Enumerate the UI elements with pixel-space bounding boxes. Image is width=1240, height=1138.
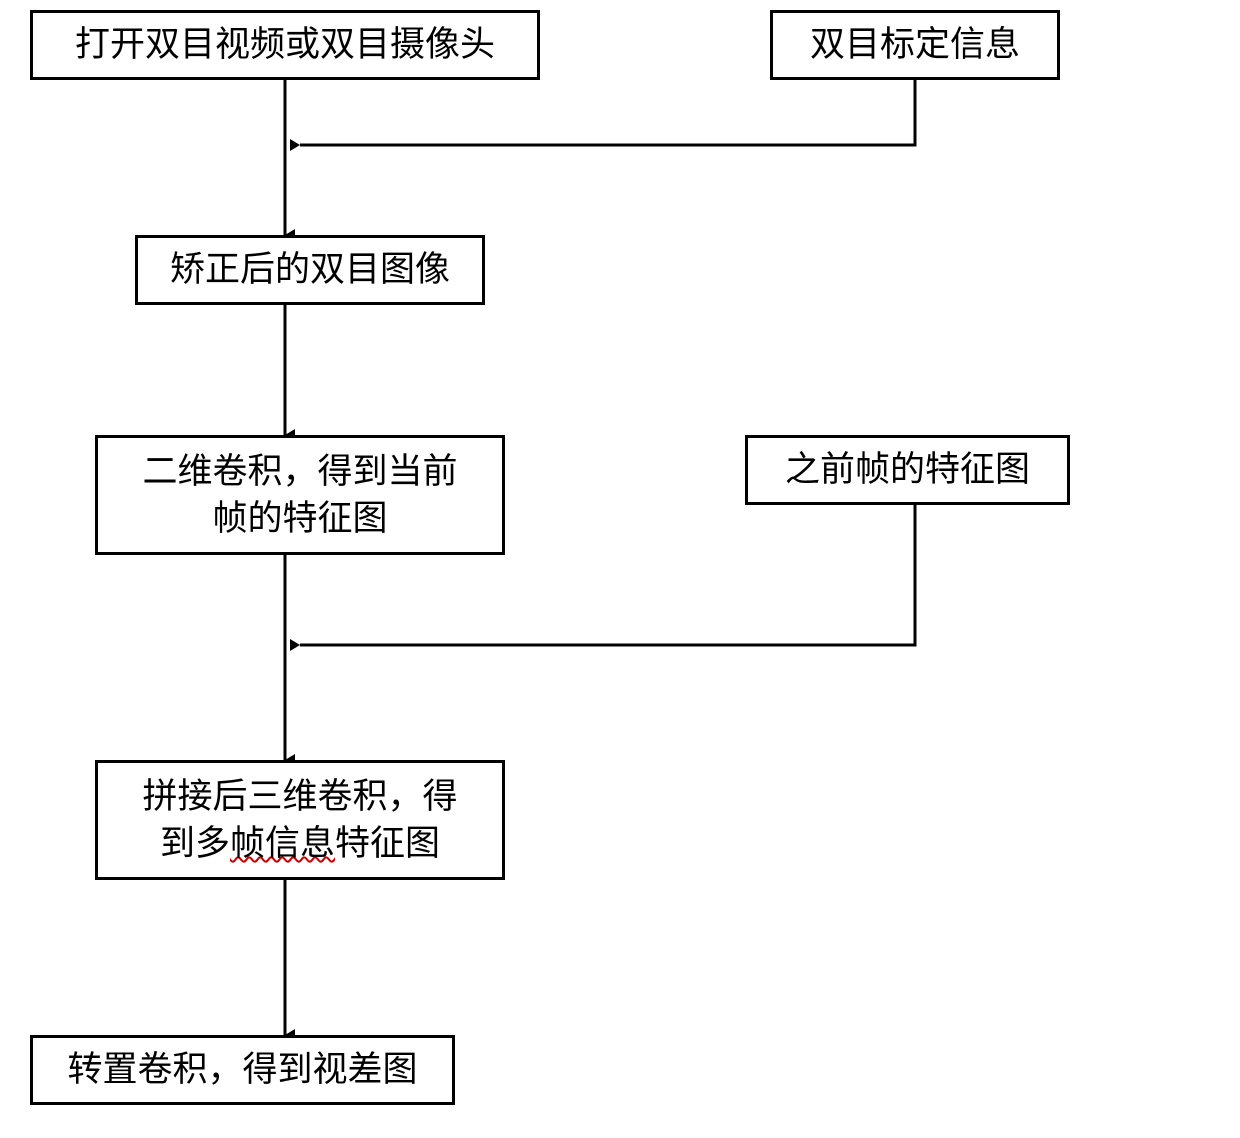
node-label-line1: 二维卷积，得到当前 — [142, 448, 457, 495]
node-open-video: 打开双目视频或双目摄像头 — [30, 10, 540, 80]
node-label: 转置卷积，得到视差图 — [67, 1046, 417, 1093]
node-label: 打开双目视频或双目摄像头 — [75, 21, 495, 68]
node-calibration-info: 双目标定信息 — [770, 10, 1060, 80]
node-label-line2-ul: 帧信息 — [230, 824, 335, 863]
node-rectified-image: 矫正后的双目图像 — [135, 235, 485, 305]
node-3d-conv: 拼接后三维卷积，得 到多帧信息特征图 — [95, 760, 505, 880]
node-prev-frame-feature: 之前帧的特征图 — [745, 435, 1070, 505]
flowchart-canvas: 打开双目视频或双目摄像头 双目标定信息 矫正后的双目图像 二维卷积，得到当前 帧… — [0, 0, 1240, 1138]
node-2d-conv: 二维卷积，得到当前 帧的特征图 — [95, 435, 505, 555]
node-transpose-conv: 转置卷积，得到视差图 — [30, 1035, 455, 1105]
node-label: 双目标定信息 — [810, 21, 1020, 68]
node-label-line2: 帧的特征图 — [142, 495, 457, 542]
node-label-multiline: 拼接后三维卷积，得 到多帧信息特征图 — [142, 773, 457, 868]
edge-n2-join — [300, 80, 915, 145]
node-label-multiline: 二维卷积，得到当前 帧的特征图 — [142, 448, 457, 543]
node-label: 之前帧的特征图 — [785, 446, 1030, 493]
node-label: 矫正后的双目图像 — [170, 246, 450, 293]
node-label-line2: 到多帧信息特征图 — [142, 820, 457, 867]
flowchart-edges — [0, 0, 1240, 1138]
node-label-line2-post: 特征图 — [335, 824, 440, 863]
node-label-line1: 拼接后三维卷积，得 — [142, 773, 457, 820]
node-label-line2-pre: 到多 — [160, 824, 230, 863]
